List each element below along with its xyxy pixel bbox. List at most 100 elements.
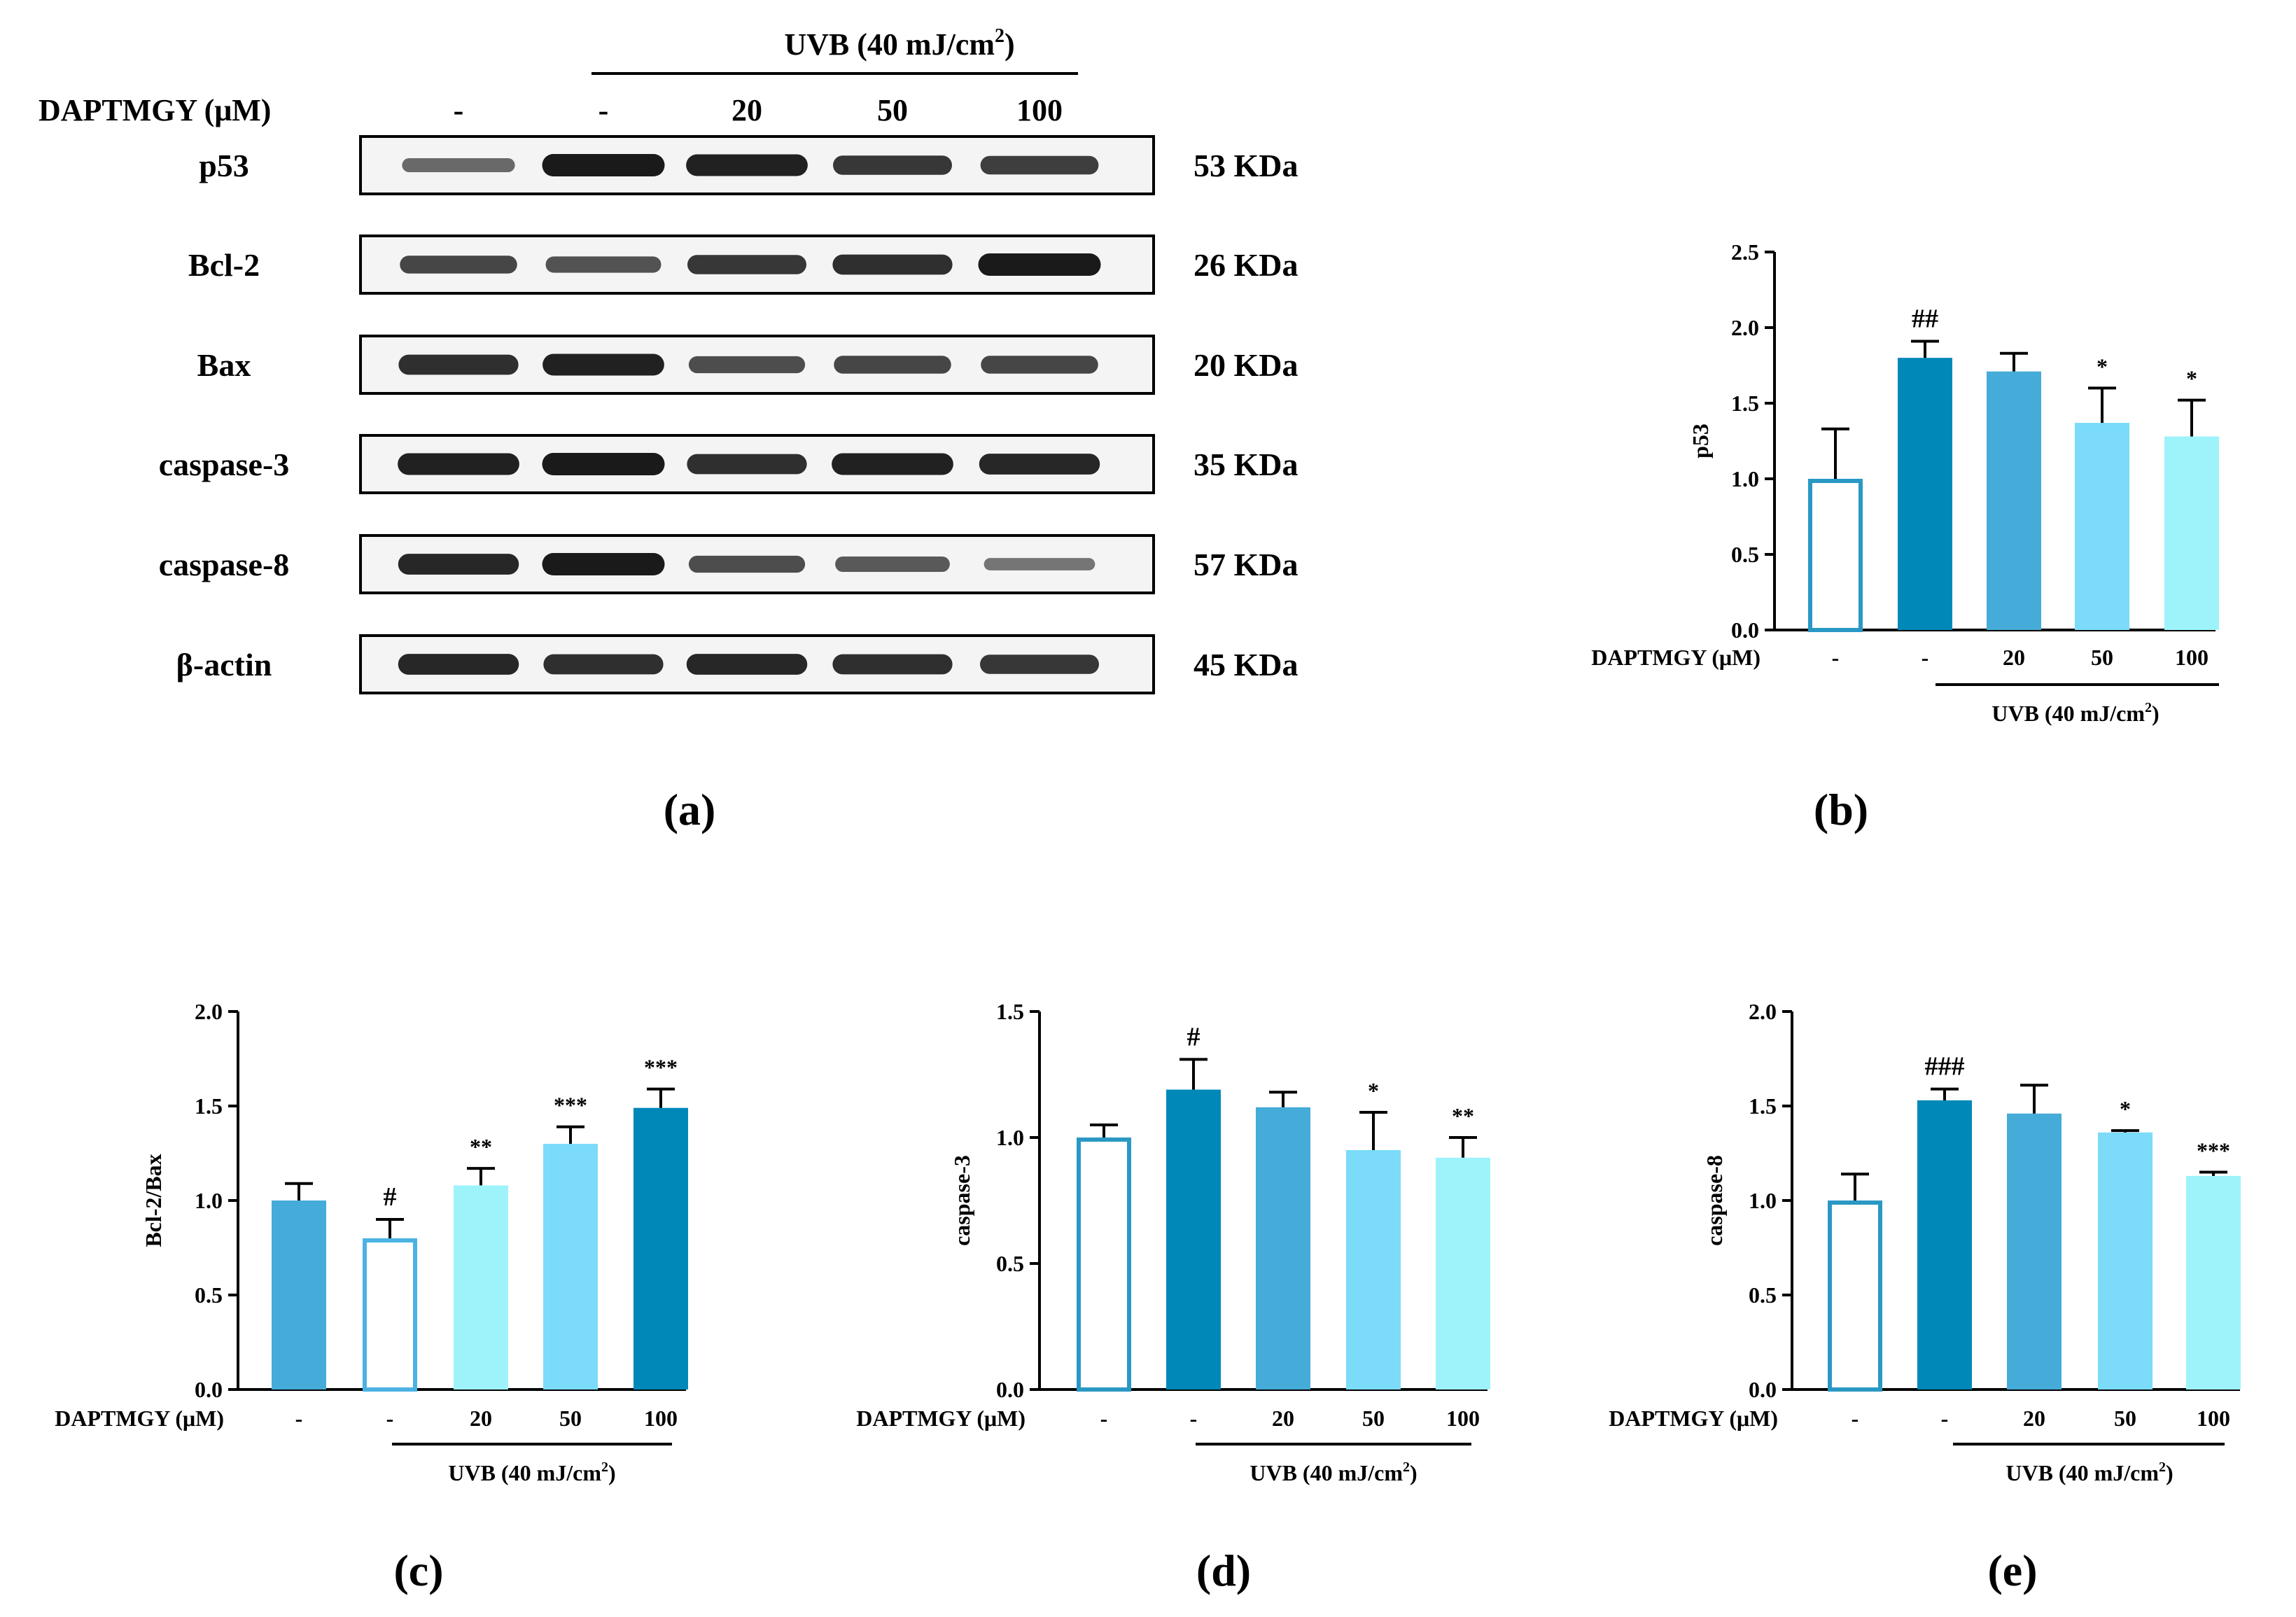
- blot-band: [832, 654, 953, 675]
- significance-label: ***: [2197, 1138, 2230, 1163]
- blot-dose-1: -: [454, 93, 464, 127]
- blot-dose-4: 50: [877, 93, 908, 127]
- y-tick-label: 0.0: [1749, 1377, 1777, 1402]
- bar: [272, 1200, 326, 1390]
- significance-label: ***: [554, 1093, 587, 1118]
- uvb-label: UVB (40 mJ/cm2): [2005, 1460, 2173, 1485]
- y-axis-label: p53: [1688, 424, 1713, 458]
- y-tick-label: 0.5: [996, 1251, 1024, 1276]
- chart-d: 0.0 0.5 1.0 1.5 caspase-3 - # - 20 * 50 ** 100 DAPTMG…: [856, 999, 1490, 1485]
- x-tick-label: 20: [2003, 645, 2025, 670]
- bar: [1256, 1107, 1310, 1390]
- y-tick-label: 2.5: [1731, 239, 1759, 265]
- blot-band: [981, 356, 1098, 374]
- y-tick-label: 2.0: [195, 999, 223, 1024]
- bar: [543, 1144, 598, 1390]
- blot-dose-5: 100: [1016, 93, 1063, 127]
- blot-band: [542, 553, 665, 575]
- blot-dose-3: 20: [732, 93, 762, 127]
- x-tick-label: 50: [559, 1406, 582, 1431]
- y-tick-label: 0.0: [1731, 617, 1759, 643]
- y-tick-label: 1.5: [996, 999, 1024, 1024]
- bar: [2098, 1132, 2152, 1390]
- blot-band: [834, 356, 951, 374]
- blot-size-label: 57 KDa: [1194, 547, 1298, 582]
- blot-band: [686, 654, 808, 675]
- blot-band: [398, 554, 519, 575]
- blot-panel: UVB (40 mJ/cm2) DAPTMGY (μM) - - 20 50 1…: [38, 25, 1298, 834]
- blot-protein-label: Bax: [197, 347, 251, 383]
- x-tick-label: 50: [2114, 1406, 2136, 1431]
- x-tick-label: 20: [2023, 1406, 2045, 1431]
- x-tick-label: 20: [1272, 1406, 1294, 1431]
- blot-dose-label: DAPTMGY (μM): [38, 93, 271, 127]
- chart-b: 0.0 0.5 1.0 1.5 2.0 2.5 p53 - ## - 20 * 50 * 100 DAPTMG…: [1591, 239, 2219, 726]
- blot-band: [980, 654, 1099, 674]
- y-tick-label: 1.0: [195, 1188, 223, 1213]
- panel-label-c: (c): [393, 1546, 443, 1595]
- significance-label: *: [1368, 1078, 1379, 1103]
- bar: [1987, 371, 2041, 630]
- dose-row-label: DAPTMGY (μM): [856, 1406, 1026, 1431]
- blot-band: [978, 253, 1101, 276]
- blot-row: β-actin 45 KDa: [176, 634, 1298, 694]
- bar: [1077, 1138, 1131, 1392]
- blot-band: [835, 556, 950, 573]
- blot-band: [688, 356, 806, 374]
- blot-band: [542, 354, 664, 376]
- y-axis-label: caspase-3: [949, 1155, 974, 1246]
- bar: [2164, 436, 2219, 630]
- x-tick-label: 100: [1446, 1406, 1480, 1431]
- blot-band: [398, 354, 519, 375]
- y-tick-label: 1.0: [1749, 1188, 1777, 1213]
- uvb-label: UVB (40 mJ/cm2): [448, 1460, 615, 1485]
- y-tick-label: 1.5: [1749, 1093, 1777, 1119]
- bar: [2075, 423, 2129, 630]
- chart-c: 0.0 0.5 1.0 1.5 2.0 Bcl-2/Bax - # - ** 20 *** 50 *** 1…: [55, 999, 688, 1485]
- x-tick-label: -: [295, 1406, 303, 1431]
- dose-row-label: DAPTMGY (μM): [1591, 645, 1760, 670]
- blot-protein-label: caspase-3: [159, 447, 290, 482]
- x-tick-label: 100: [2175, 645, 2208, 670]
- blot-rows: p53 53 KDa Bcl-2 26 KDa Bax 20 KDa caspase-3 35…: [159, 135, 1298, 694]
- bar: [1436, 1157, 1490, 1390]
- blot-size-label: 26 KDa: [1194, 247, 1298, 283]
- blot-band: [402, 158, 515, 172]
- bar: [1808, 479, 1863, 632]
- bar: [1346, 1150, 1401, 1390]
- panel-label-b: (b): [1814, 785, 1868, 834]
- blot-row: caspase-8 57 KDa: [159, 534, 1298, 594]
- significance-label: ##: [1912, 304, 1938, 333]
- blot-band: [543, 654, 664, 675]
- x-tick-label: -: [1190, 1406, 1198, 1431]
- uvb-label: UVB (40 mJ/cm2): [1991, 700, 2159, 726]
- y-axis-label: caspase-8: [1702, 1155, 1727, 1246]
- blot-size-label: 45 KDa: [1194, 647, 1298, 682]
- y-tick-label: 0.0: [195, 1377, 223, 1402]
- panel-label-d: (d): [1196, 1546, 1251, 1595]
- bar: [1917, 1100, 1972, 1390]
- blot-size-label: 35 KDa: [1194, 447, 1298, 482]
- x-tick-label: -: [1100, 1406, 1108, 1431]
- blot-band: [687, 255, 806, 274]
- y-tick-label: 2.0: [1731, 315, 1759, 340]
- bar: [1898, 358, 1952, 630]
- x-tick-label: 20: [470, 1406, 492, 1431]
- blot-band: [833, 155, 952, 175]
- significance-label: ***: [644, 1055, 678, 1080]
- blot-band: [687, 454, 807, 475]
- y-tick-label: 2.0: [1749, 999, 1777, 1024]
- blot-band: [686, 154, 808, 176]
- blot-protein-label: β-actin: [176, 647, 272, 682]
- x-tick-label: 100: [644, 1406, 678, 1431]
- bar: [2186, 1175, 2241, 1390]
- bar: [634, 1107, 688, 1390]
- y-tick-label: 0.5: [195, 1282, 223, 1308]
- blot-uvb-label: UVB (40 mJ/cm2): [784, 25, 1014, 62]
- significance-label: *: [2096, 354, 2108, 379]
- bar: [1828, 1200, 1882, 1392]
- blot-dose-2: -: [598, 93, 609, 127]
- bar: [1166, 1089, 1221, 1390]
- significance-label: *: [2120, 1096, 2131, 1121]
